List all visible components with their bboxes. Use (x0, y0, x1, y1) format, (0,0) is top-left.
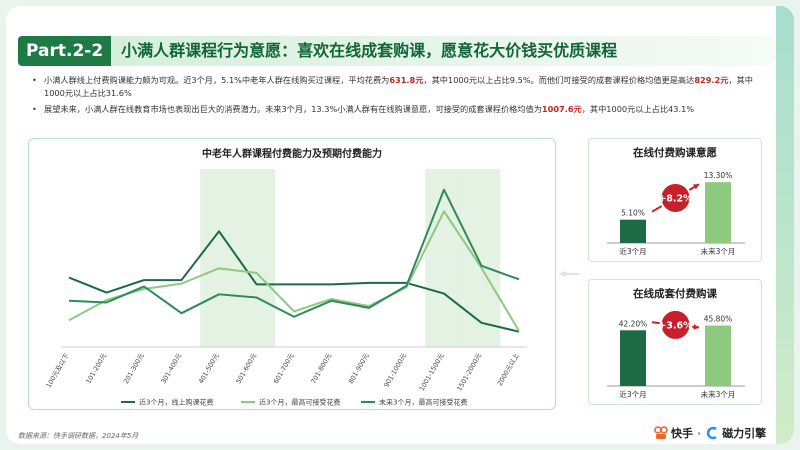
change-label: +3.6% (658, 320, 693, 331)
summary-bullets: • 小满人群线上付费购课能力颇为可观。近3个月，5.1%中老年人群在线购买过课程… (32, 74, 772, 119)
bar-category-label: 未来3个月 (701, 246, 736, 256)
x-tick-label: 301-400元 (159, 352, 183, 386)
bullet-text: ，其中1000元以上占比31.6% (44, 75, 753, 98)
part-badge: Part.2-2 (18, 36, 112, 66)
bar-value-label: 45.80% (704, 315, 733, 324)
legend-label: 近3个月，最高可接受花费 (259, 398, 340, 407)
bullet-dot-icon: • (32, 75, 37, 85)
bullet-item: • 展望未来，小满人群在线教育市场也表现出巨大的消费潜力。未来3个月，13.3%… (32, 103, 772, 116)
x-tick-label: 201-300元 (122, 352, 146, 386)
x-tick-label: 801-900元 (347, 352, 371, 386)
package-purchase-card: 在线成套付费购课 42.20% 近3个月 45.80% 未来3个月 +3.6% (588, 279, 762, 405)
bullet-text: 小满人群线上付费购课能力颇为可观。近3个月，5.1%中老年人群在线购买过课程，平… (44, 75, 390, 85)
x-tick-label: 1001-1500元 (418, 352, 446, 393)
bar-category-label: 近3个月 (619, 246, 646, 256)
bar-value-label: 5.10% (621, 209, 645, 218)
legend-label: 未来3个月，最高可接受花费 (379, 398, 467, 407)
bar-value-label: 42.20% (619, 319, 648, 328)
x-tick-label: 601-700元 (272, 352, 296, 386)
series-line-1 (68, 230, 520, 333)
bar-1 (620, 330, 646, 386)
bar-value-label: 13.30% (704, 171, 733, 180)
page-title: 小满人群课程行为意愿：喜欢在线成套购课，愿意花大价钱买优质课程 (111, 36, 778, 66)
x-tick-label: 701-800元 (309, 352, 333, 386)
change-badge (659, 308, 692, 341)
package-purchase-bar-chart: 42.20% 近3个月 45.80% 未来3个月 +3.6% (607, 308, 745, 399)
highlight-band (425, 169, 463, 347)
bullet-item: • 小满人群线上付费购课能力颇为可观。近3个月，5.1%中老年人群在线购买过课程… (32, 74, 772, 100)
card-title: 在线成套付费购课 (633, 288, 717, 300)
x-tick-label: 101-200元 (84, 352, 108, 386)
highlight-band (237, 169, 276, 347)
highlight-band (200, 169, 238, 347)
data-source: 数据来源：快手调研数据，2024年5月 (18, 432, 139, 440)
purchase-intent-card: 在线付费购课意愿 5.10% 近3个月 13.30% 未来3个月 +8.2% (588, 138, 762, 262)
highlight-value: 1007.6元 (541, 104, 582, 114)
bullet-text: ，其中1000元以上占比43.1% (581, 104, 695, 114)
x-tick-label: 901-1000元 (382, 352, 408, 389)
highlight-value: 829.2元 (694, 75, 729, 85)
x-tick-label: 1501-2000元 (455, 352, 483, 393)
bar-1 (620, 219, 646, 243)
logo-text: 磁力引擎 (722, 427, 767, 440)
logo-separator: · (697, 426, 702, 440)
change-label: +8.2% (658, 193, 693, 204)
kuaishou-logo: 快手 · 磁力引擎 (654, 425, 766, 441)
slide-frame: Part.2-2 小满人群课程行为意愿：喜欢在线成套购课，愿意花大价钱买优质课程… (6, 6, 794, 444)
highlight-value: 631.8元 (389, 75, 424, 85)
series-line-2 (68, 210, 520, 332)
x-tick-label: 100元及以下 (45, 352, 71, 390)
line-chart-card: 100元及以下 101-200元 201-300元 301-400元 401-500元 5… (28, 138, 556, 410)
card-title: 在线付费购课意愿 (633, 147, 717, 159)
logo-text: 快手 (671, 427, 693, 440)
arrow-head-icon (693, 184, 699, 190)
highlight-band (462, 169, 501, 347)
connector-arrow-icon (558, 271, 580, 277)
bar-2 (705, 182, 731, 243)
magnetic-engine-logo-icon (707, 426, 717, 440)
series-line-3 (68, 188, 520, 318)
x-tick-label: 2000元以上 (495, 351, 521, 387)
line-chart: 100元及以下 101-200元 201-300元 301-400元 401-500元 5… (45, 169, 527, 407)
arrow-head-icon (693, 324, 699, 330)
purchase-intent-bar-chart: 5.10% 近3个月 13.30% 未来3个月 +8.2% (607, 171, 745, 256)
slide-header: Part.2-2 小满人群课程行为意愿：喜欢在线成套购课，愿意花大价钱买优质课程 (18, 36, 778, 66)
legend-label: 近3个月，线上购课花费 (139, 398, 213, 407)
chart-title: 中老年人群课程付费能力及预期付费能力 (202, 149, 382, 160)
bar-2 (705, 325, 731, 386)
kuaishou-logo-icon (654, 426, 668, 439)
bullet-text: 展望未来，小满人群在线教育市场也表现出巨大的消费潜力。未来3个月，13.3%小满… (44, 104, 542, 114)
bar-category-label: 未来3个月 (701, 389, 736, 399)
x-tick-label: 501-600元 (234, 352, 258, 386)
bullet-text: ，其中1000元以上占比9.5%。而他们可接受的成套课程价格均值更是高达 (423, 75, 695, 85)
x-tick-label: 401-500元 (197, 352, 221, 386)
bullet-dot-icon: • (32, 104, 37, 114)
change-badge (659, 181, 692, 214)
bar-category-label: 近3个月 (619, 389, 646, 399)
